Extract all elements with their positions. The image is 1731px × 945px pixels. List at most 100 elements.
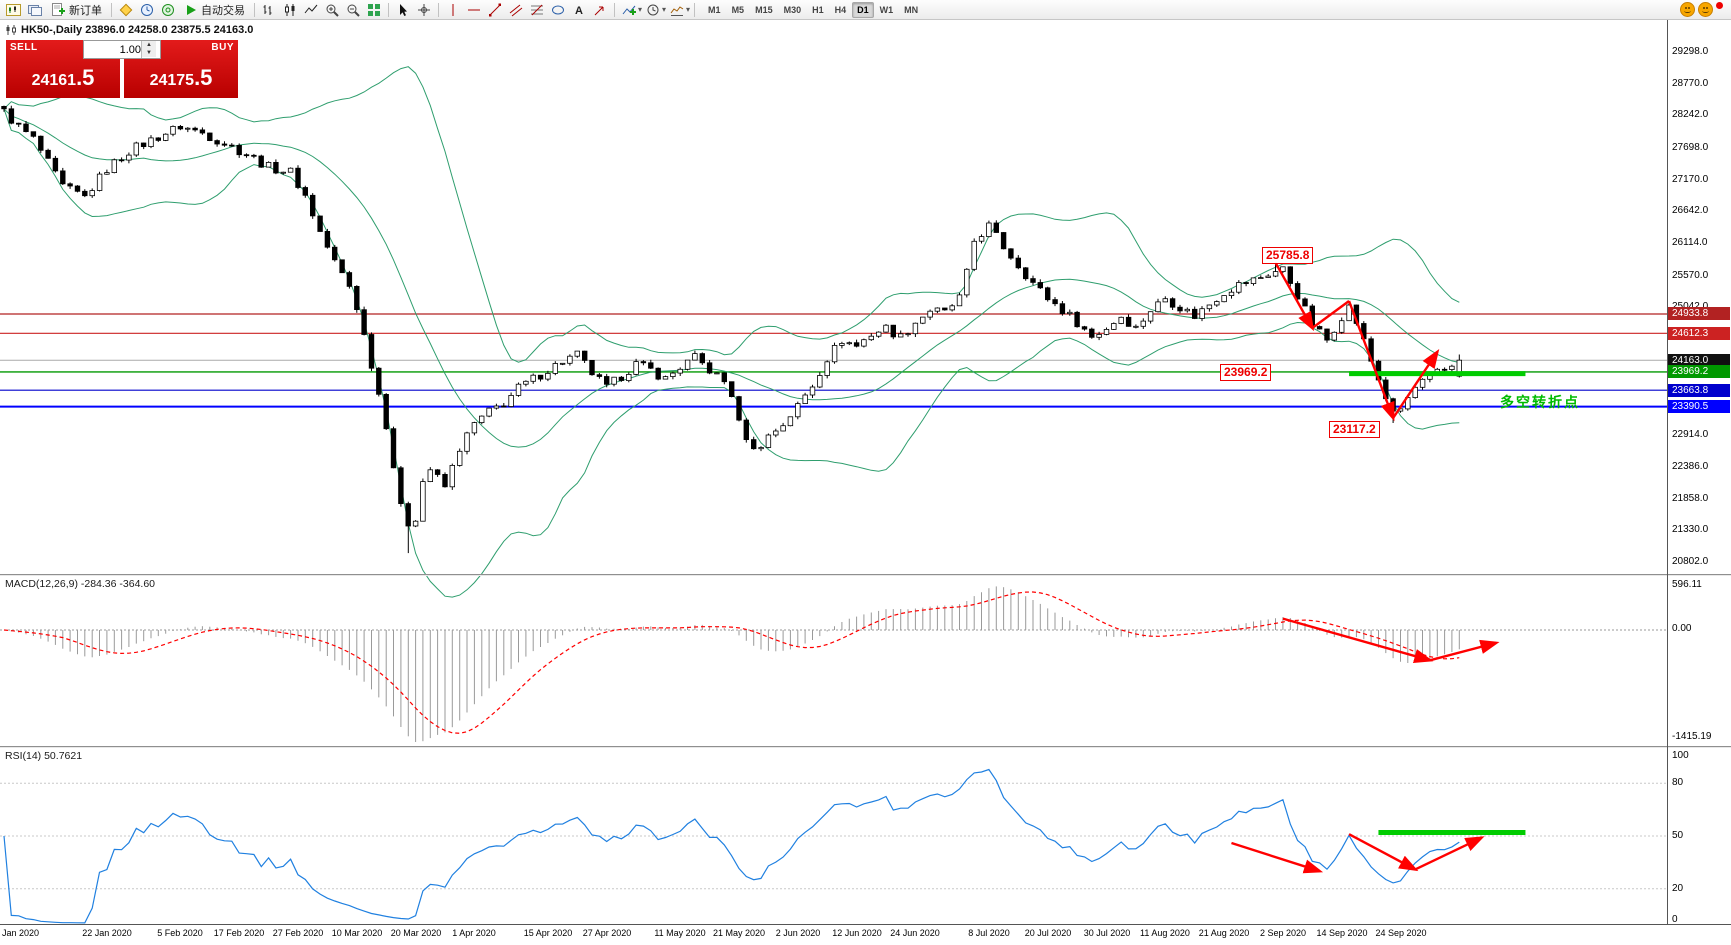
timeframe-m5[interactable]: M5	[731, 4, 745, 15]
toolbar-separator	[614, 2, 615, 17]
price-scale-label: 28770.0	[1672, 78, 1709, 89]
date-axis-label: 11 Aug 2020	[1140, 928, 1190, 938]
volume-input[interactable]	[84, 42, 141, 57]
bollinger-band-line	[3, 108, 1460, 598]
date-axis-line	[0, 924, 1731, 925]
trend-arrow	[1274, 262, 1315, 332]
rsi-panel-separator[interactable]	[0, 746, 1731, 748]
channel-tool-icon[interactable]	[506, 1, 526, 19]
community-smiley-icon[interactable]	[1680, 2, 1695, 17]
template-icon[interactable]	[667, 1, 687, 19]
price-tag: 23969.2	[1668, 365, 1730, 378]
new-order-button[interactable]: 新订单	[45, 1, 107, 19]
timeframe-m1[interactable]: M1	[708, 4, 721, 15]
text-tool-icon[interactable]: A	[569, 1, 589, 19]
price-tag: 23663.8	[1668, 384, 1730, 397]
timeframe-settings-icon[interactable]	[643, 1, 663, 19]
trend-arrow	[1392, 349, 1440, 419]
volume-box: ▲ ▼	[83, 40, 161, 59]
price-scale-label: 25570.0	[1672, 270, 1709, 281]
zoom-out-icon[interactable]	[343, 1, 363, 19]
price-scale-label: 29298.0	[1672, 46, 1709, 57]
auto-trading-button[interactable]: 自动交易	[179, 1, 250, 19]
indicators-icon[interactable]	[619, 1, 639, 19]
chart-canvas[interactable]	[0, 20, 1731, 945]
support-smiley-icon[interactable]	[1698, 2, 1713, 17]
candles	[1, 105, 1462, 554]
indicators-dropdown-caret[interactable]: ▾	[638, 5, 643, 14]
price-scale-label: 21858.0	[1672, 493, 1709, 504]
vertical-line-tool-icon[interactable]	[443, 1, 463, 19]
community-icon[interactable]	[158, 1, 178, 19]
timeframe-mn[interactable]: MN	[904, 4, 919, 15]
price-scale-label: 20802.0	[1672, 556, 1709, 567]
date-axis-label: 5 Feb 2020	[157, 928, 203, 938]
cursor-icon[interactable]	[393, 1, 413, 19]
auto-trading-icon	[184, 1, 198, 19]
history-center-icon[interactable]	[137, 1, 157, 19]
price-scale-label: 22386.0	[1672, 461, 1709, 472]
rsi-scale-label: 0	[1672, 914, 1678, 925]
volume-down-button[interactable]: ▼	[142, 49, 156, 57]
rsi-line	[3, 768, 1460, 924]
horizontal-line-tool-icon[interactable]	[464, 1, 484, 19]
macd-panel-separator[interactable]	[0, 574, 1731, 576]
price-scale-label: 25042.0	[1672, 301, 1708, 312]
tile-windows-icon[interactable]	[364, 1, 384, 19]
line-chart-type-icon[interactable]	[301, 1, 321, 19]
macd-trend-arrow	[1429, 639, 1500, 662]
template-dropdown-caret[interactable]: ▾	[686, 5, 691, 14]
turning-point-note: 多空转折点	[1500, 394, 1580, 410]
timeframe-h4[interactable]: H4	[834, 4, 847, 15]
date-axis-label: 20 Mar 2020	[390, 928, 442, 938]
notification-badge[interactable]	[1716, 2, 1723, 9]
metaeditor-icon[interactable]	[116, 1, 136, 19]
macd-scale-label: -1415.19	[1672, 731, 1712, 742]
sell-label: SELL	[10, 42, 38, 53]
toolbar-separator	[438, 2, 439, 17]
toolbar-separator	[694, 2, 696, 17]
shapes-tool-icon[interactable]	[548, 1, 568, 19]
toolbar-separator	[111, 2, 112, 17]
date-axis-label: 24 Jun 2020	[890, 928, 940, 938]
toolbar-right-group	[1680, 2, 1728, 17]
date-axis-label: 21 Aug 2020	[1198, 928, 1250, 938]
svg-text:A: A	[575, 5, 583, 17]
arrow-tool-icon[interactable]	[590, 1, 610, 19]
fibonacci-tool-icon[interactable]	[527, 1, 547, 19]
chart-symbol-title: HK50-,Daily 23896.0 24258.0 23875.5 2416…	[5, 24, 253, 36]
rsi-scale-label: 50	[1672, 830, 1684, 841]
new-chart-icon[interactable]	[3, 1, 23, 19]
timeframe-w1[interactable]: W1	[879, 4, 894, 15]
macd-trend-arrow	[1282, 617, 1434, 663]
volume-spinner: ▲ ▼	[141, 41, 156, 58]
price-tag: 24163.0	[1668, 354, 1730, 367]
new-order-label: 新订单	[69, 4, 102, 17]
timeframe-m30[interactable]: M30	[783, 4, 802, 15]
trendline-tool-icon[interactable]	[485, 1, 505, 19]
date-axis-label: 27 Feb 2020	[272, 928, 324, 938]
toolbar-separator	[254, 2, 255, 17]
bar-chart-type-icon[interactable]	[259, 1, 279, 19]
date-axis-label: 14 Sep 2020	[1316, 928, 1368, 938]
crosshair-icon[interactable]	[414, 1, 434, 19]
rsi-scale-label: 100	[1672, 750, 1689, 761]
timeframe-d1[interactable]: D1	[852, 1, 874, 18]
volume-up-button[interactable]: ▲	[142, 41, 156, 49]
candlestick-chart-type-icon[interactable]	[280, 1, 300, 19]
bollinger-band-line	[3, 108, 1460, 448]
macd-scale-label: 0.00	[1672, 623, 1692, 634]
timeframe-dropdown-caret[interactable]: ▾	[662, 5, 667, 14]
trend-arrow	[1347, 300, 1395, 422]
profiles-icon[interactable]	[24, 1, 44, 19]
macd-histogram	[10, 586, 1460, 742]
rsi-trend-arrow	[1231, 841, 1324, 874]
rsi-trend-arrow	[1414, 836, 1485, 871]
price-tag: 23390.5	[1668, 400, 1730, 413]
zoom-in-icon[interactable]	[322, 1, 342, 19]
rsi-trend-arrow	[1348, 833, 1419, 872]
date-axis-label: 24 Sep 2020	[1375, 928, 1427, 938]
rsi-scale-label: 80	[1672, 777, 1684, 788]
timeframe-m15[interactable]: M15	[755, 4, 773, 15]
timeframe-h1[interactable]: H1	[812, 4, 824, 15]
